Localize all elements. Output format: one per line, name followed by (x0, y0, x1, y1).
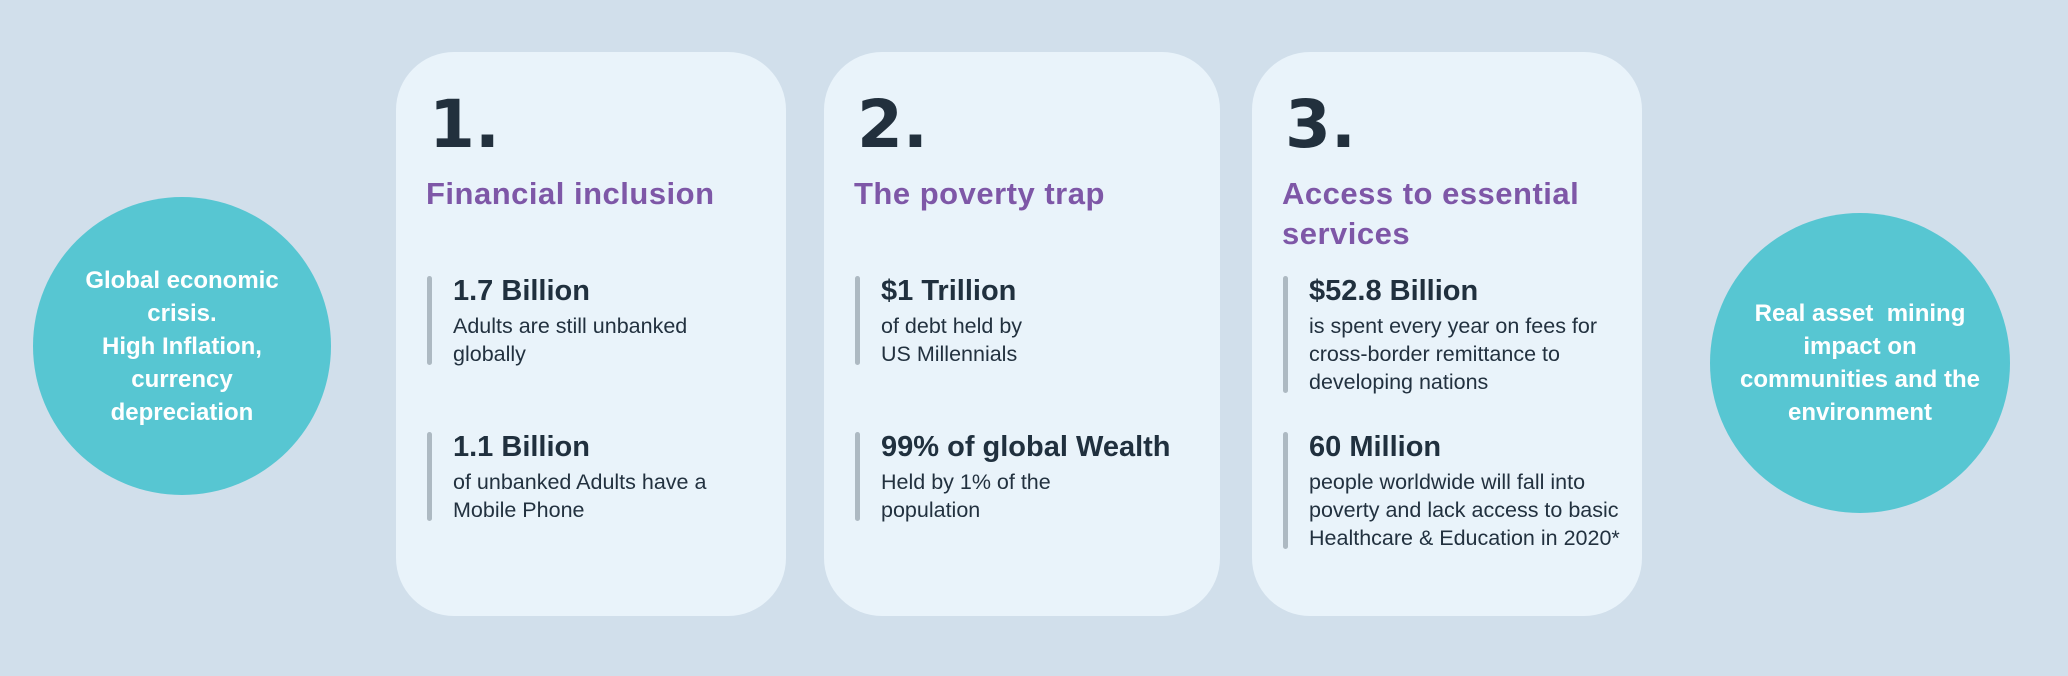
stat-poverty-forecast: 60 Million people worldwide will fall in… (1283, 429, 1630, 552)
stat-accent-line (1283, 276, 1288, 393)
stat-value: $52.8 Billion (1309, 275, 1479, 307)
card-number: 2. (857, 86, 928, 163)
stat-description: of debt held by US Millennials (881, 314, 1023, 366)
stat-accent-line (855, 276, 860, 365)
mining-impact-circle-text: Real asset mining impact on communities … (1739, 300, 1981, 426)
stat-accent-line (1283, 432, 1288, 549)
card-poverty-trap: 2. The poverty trap $1 Trillion of debt … (824, 52, 1220, 616)
stat-unbanked-adults: 1.7 Billion Adults are still unbanked gl… (427, 273, 774, 368)
stat-value: 1.7 Billion (453, 275, 590, 307)
card-title: Financial inclusion (426, 176, 715, 211)
stat-millennial-debt: $1 Trillion of debt held by US Millennia… (855, 273, 1208, 368)
stat-description: Held by 1% of the population (881, 470, 1051, 522)
stat-unbanked-mobile: 1.1 Billion of unbanked Adults have a Mo… (427, 429, 774, 524)
stat-value: 99% of global Wealth (881, 431, 1171, 463)
stat-value: 60 Million (1309, 431, 1442, 463)
card-access-essential-services: 3. Access to essential services $52.8 Bi… (1252, 52, 1642, 616)
stat-accent-line (427, 276, 432, 365)
stat-value: $1 Trillion (881, 275, 1017, 307)
stat-accent-line (855, 432, 860, 521)
global-crisis-circle-text: Global economic crisis. High Inflation, … (85, 266, 279, 426)
stat-wealth-concentration: 99% of global Wealth Held by 1% of the p… (855, 429, 1208, 524)
card-number: 3. (1285, 86, 1356, 163)
stat-accent-line (427, 432, 432, 521)
global-crisis-circle: Global economic crisis. High Inflation, … (33, 197, 331, 495)
stat-description: Adults are still unbanked globally (453, 314, 688, 366)
card-financial-inclusion: 1. Financial inclusion 1.7 Billion Adult… (396, 52, 786, 616)
stat-description: is spent every year on fees for cross-bo… (1309, 314, 1598, 394)
card-number: 1. (429, 86, 500, 163)
stat-description: of unbanked Adults have a Mobile Phone (453, 470, 707, 522)
card-title: The poverty trap (854, 176, 1105, 211)
stat-remittance-fees: $52.8 Billion is spent every year on fee… (1283, 273, 1630, 396)
card-title: Access to essential services (1282, 176, 1580, 251)
stat-description: people worldwide will fall into poverty … (1309, 470, 1620, 550)
stat-value: 1.1 Billion (453, 431, 590, 463)
mining-impact-circle: Real asset mining impact on communities … (1710, 213, 2010, 513)
